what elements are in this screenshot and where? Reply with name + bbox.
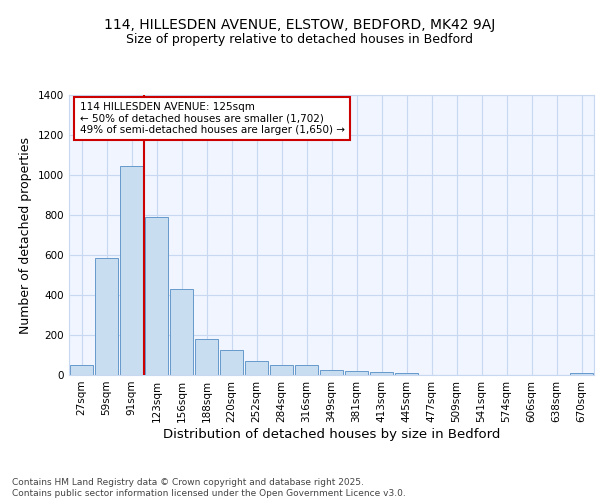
Bar <box>120 166 143 375</box>
Bar <box>270 365 293 375</box>
Text: Contains HM Land Registry data © Crown copyright and database right 2025.
Contai: Contains HM Land Registry data © Crown c… <box>12 478 406 498</box>
Bar <box>170 289 193 375</box>
Text: Size of property relative to detached houses in Bedford: Size of property relative to detached ho… <box>127 32 473 46</box>
Bar <box>395 374 418 375</box>
Bar <box>95 258 118 375</box>
Bar <box>70 365 93 375</box>
Bar <box>245 361 268 375</box>
X-axis label: Distribution of detached houses by size in Bedford: Distribution of detached houses by size … <box>163 428 500 440</box>
Bar <box>370 372 393 375</box>
Bar <box>295 365 318 375</box>
Bar <box>145 217 168 375</box>
Text: 114, HILLESDEN AVENUE, ELSTOW, BEDFORD, MK42 9AJ: 114, HILLESDEN AVENUE, ELSTOW, BEDFORD, … <box>104 18 496 32</box>
Bar <box>570 372 593 375</box>
Y-axis label: Number of detached properties: Number of detached properties <box>19 136 32 334</box>
Bar <box>220 350 243 375</box>
Text: 114 HILLESDEN AVENUE: 125sqm
← 50% of detached houses are smaller (1,702)
49% of: 114 HILLESDEN AVENUE: 125sqm ← 50% of de… <box>79 102 344 135</box>
Bar <box>195 339 218 375</box>
Bar <box>320 370 343 375</box>
Bar <box>345 371 368 375</box>
